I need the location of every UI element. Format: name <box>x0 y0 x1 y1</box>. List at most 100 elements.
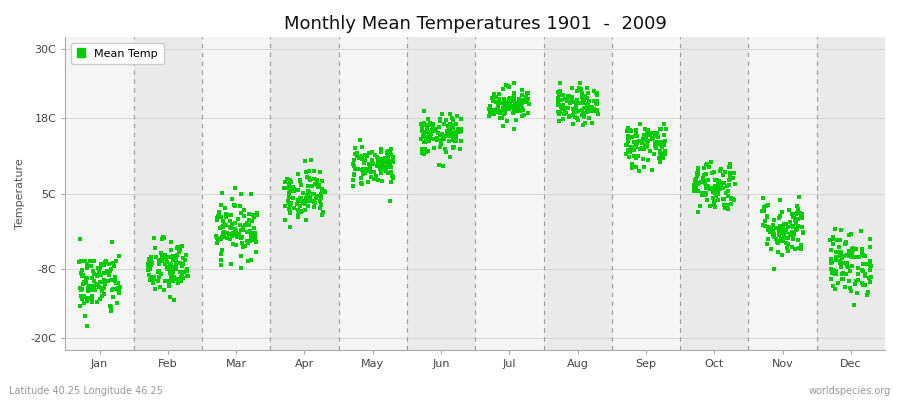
Point <box>590 89 604 96</box>
Point <box>619 142 634 148</box>
Point <box>164 238 178 245</box>
Point <box>760 213 774 219</box>
Point <box>315 188 329 194</box>
Point <box>213 257 228 264</box>
Point <box>89 282 104 289</box>
Point <box>723 176 737 182</box>
Point <box>87 284 102 290</box>
Point <box>574 86 589 92</box>
Point <box>561 97 575 104</box>
Point <box>161 254 176 260</box>
Point <box>216 234 230 240</box>
Point <box>708 193 723 200</box>
Point <box>769 225 783 232</box>
Point <box>76 272 90 278</box>
Point <box>162 270 176 277</box>
Point <box>621 137 635 143</box>
Point <box>502 106 517 112</box>
Point <box>169 266 184 272</box>
Point <box>355 144 369 151</box>
Point <box>844 254 859 260</box>
Point <box>364 149 379 155</box>
Point <box>297 198 311 205</box>
Point <box>698 192 712 198</box>
Point <box>217 221 231 228</box>
Point <box>160 265 175 272</box>
Point <box>378 159 392 166</box>
Point <box>85 287 99 293</box>
Point <box>582 106 597 112</box>
Point <box>444 129 458 135</box>
Point <box>766 232 780 238</box>
Point <box>354 174 368 181</box>
Point <box>568 109 582 116</box>
Point <box>494 100 508 106</box>
Point <box>620 137 634 144</box>
Point <box>370 154 384 160</box>
Point <box>104 239 119 246</box>
Point <box>181 273 195 279</box>
Point <box>248 231 262 237</box>
Point <box>166 257 180 263</box>
Point <box>790 236 805 243</box>
Point <box>162 279 176 285</box>
Point <box>423 135 437 141</box>
Point <box>442 128 456 134</box>
Point <box>828 270 842 277</box>
Point <box>446 144 460 151</box>
Point <box>555 106 570 112</box>
Point <box>622 135 636 142</box>
Point <box>423 122 437 128</box>
Point <box>169 244 184 251</box>
Point <box>286 188 301 194</box>
Point <box>768 216 782 223</box>
Point <box>696 175 710 181</box>
Point <box>835 270 850 277</box>
Point <box>211 236 225 243</box>
Point <box>291 214 305 220</box>
Point <box>414 136 428 142</box>
Point <box>863 244 878 250</box>
Point <box>299 169 313 176</box>
Point <box>417 130 431 136</box>
Point <box>210 215 224 222</box>
Point <box>284 179 299 185</box>
Point <box>85 294 99 301</box>
Point <box>653 141 668 147</box>
Point <box>863 273 878 280</box>
Point <box>111 287 125 294</box>
Point <box>158 252 173 258</box>
Point <box>504 103 518 109</box>
Point <box>637 146 652 152</box>
Point <box>291 197 305 204</box>
Point <box>841 264 855 270</box>
Point <box>629 144 643 150</box>
Point <box>418 146 432 152</box>
Point <box>824 276 838 282</box>
Point <box>706 169 721 175</box>
Point <box>645 167 660 174</box>
Point <box>706 198 721 204</box>
Point <box>722 176 736 183</box>
Point <box>575 107 590 114</box>
Point <box>240 240 255 246</box>
Point <box>245 237 259 244</box>
Point <box>80 298 94 304</box>
Point <box>157 287 171 293</box>
Point <box>552 111 566 117</box>
Bar <box>749 37 816 350</box>
Point <box>569 98 583 105</box>
Point <box>422 135 436 142</box>
Point <box>311 181 326 188</box>
Point <box>80 261 94 267</box>
Point <box>449 134 464 140</box>
Point <box>176 243 190 249</box>
Point <box>374 170 389 177</box>
Point <box>176 260 191 267</box>
Point <box>282 194 296 200</box>
Point <box>230 232 244 238</box>
Point <box>210 240 224 246</box>
Point <box>140 267 155 274</box>
Point <box>416 122 430 128</box>
Point <box>569 105 583 111</box>
